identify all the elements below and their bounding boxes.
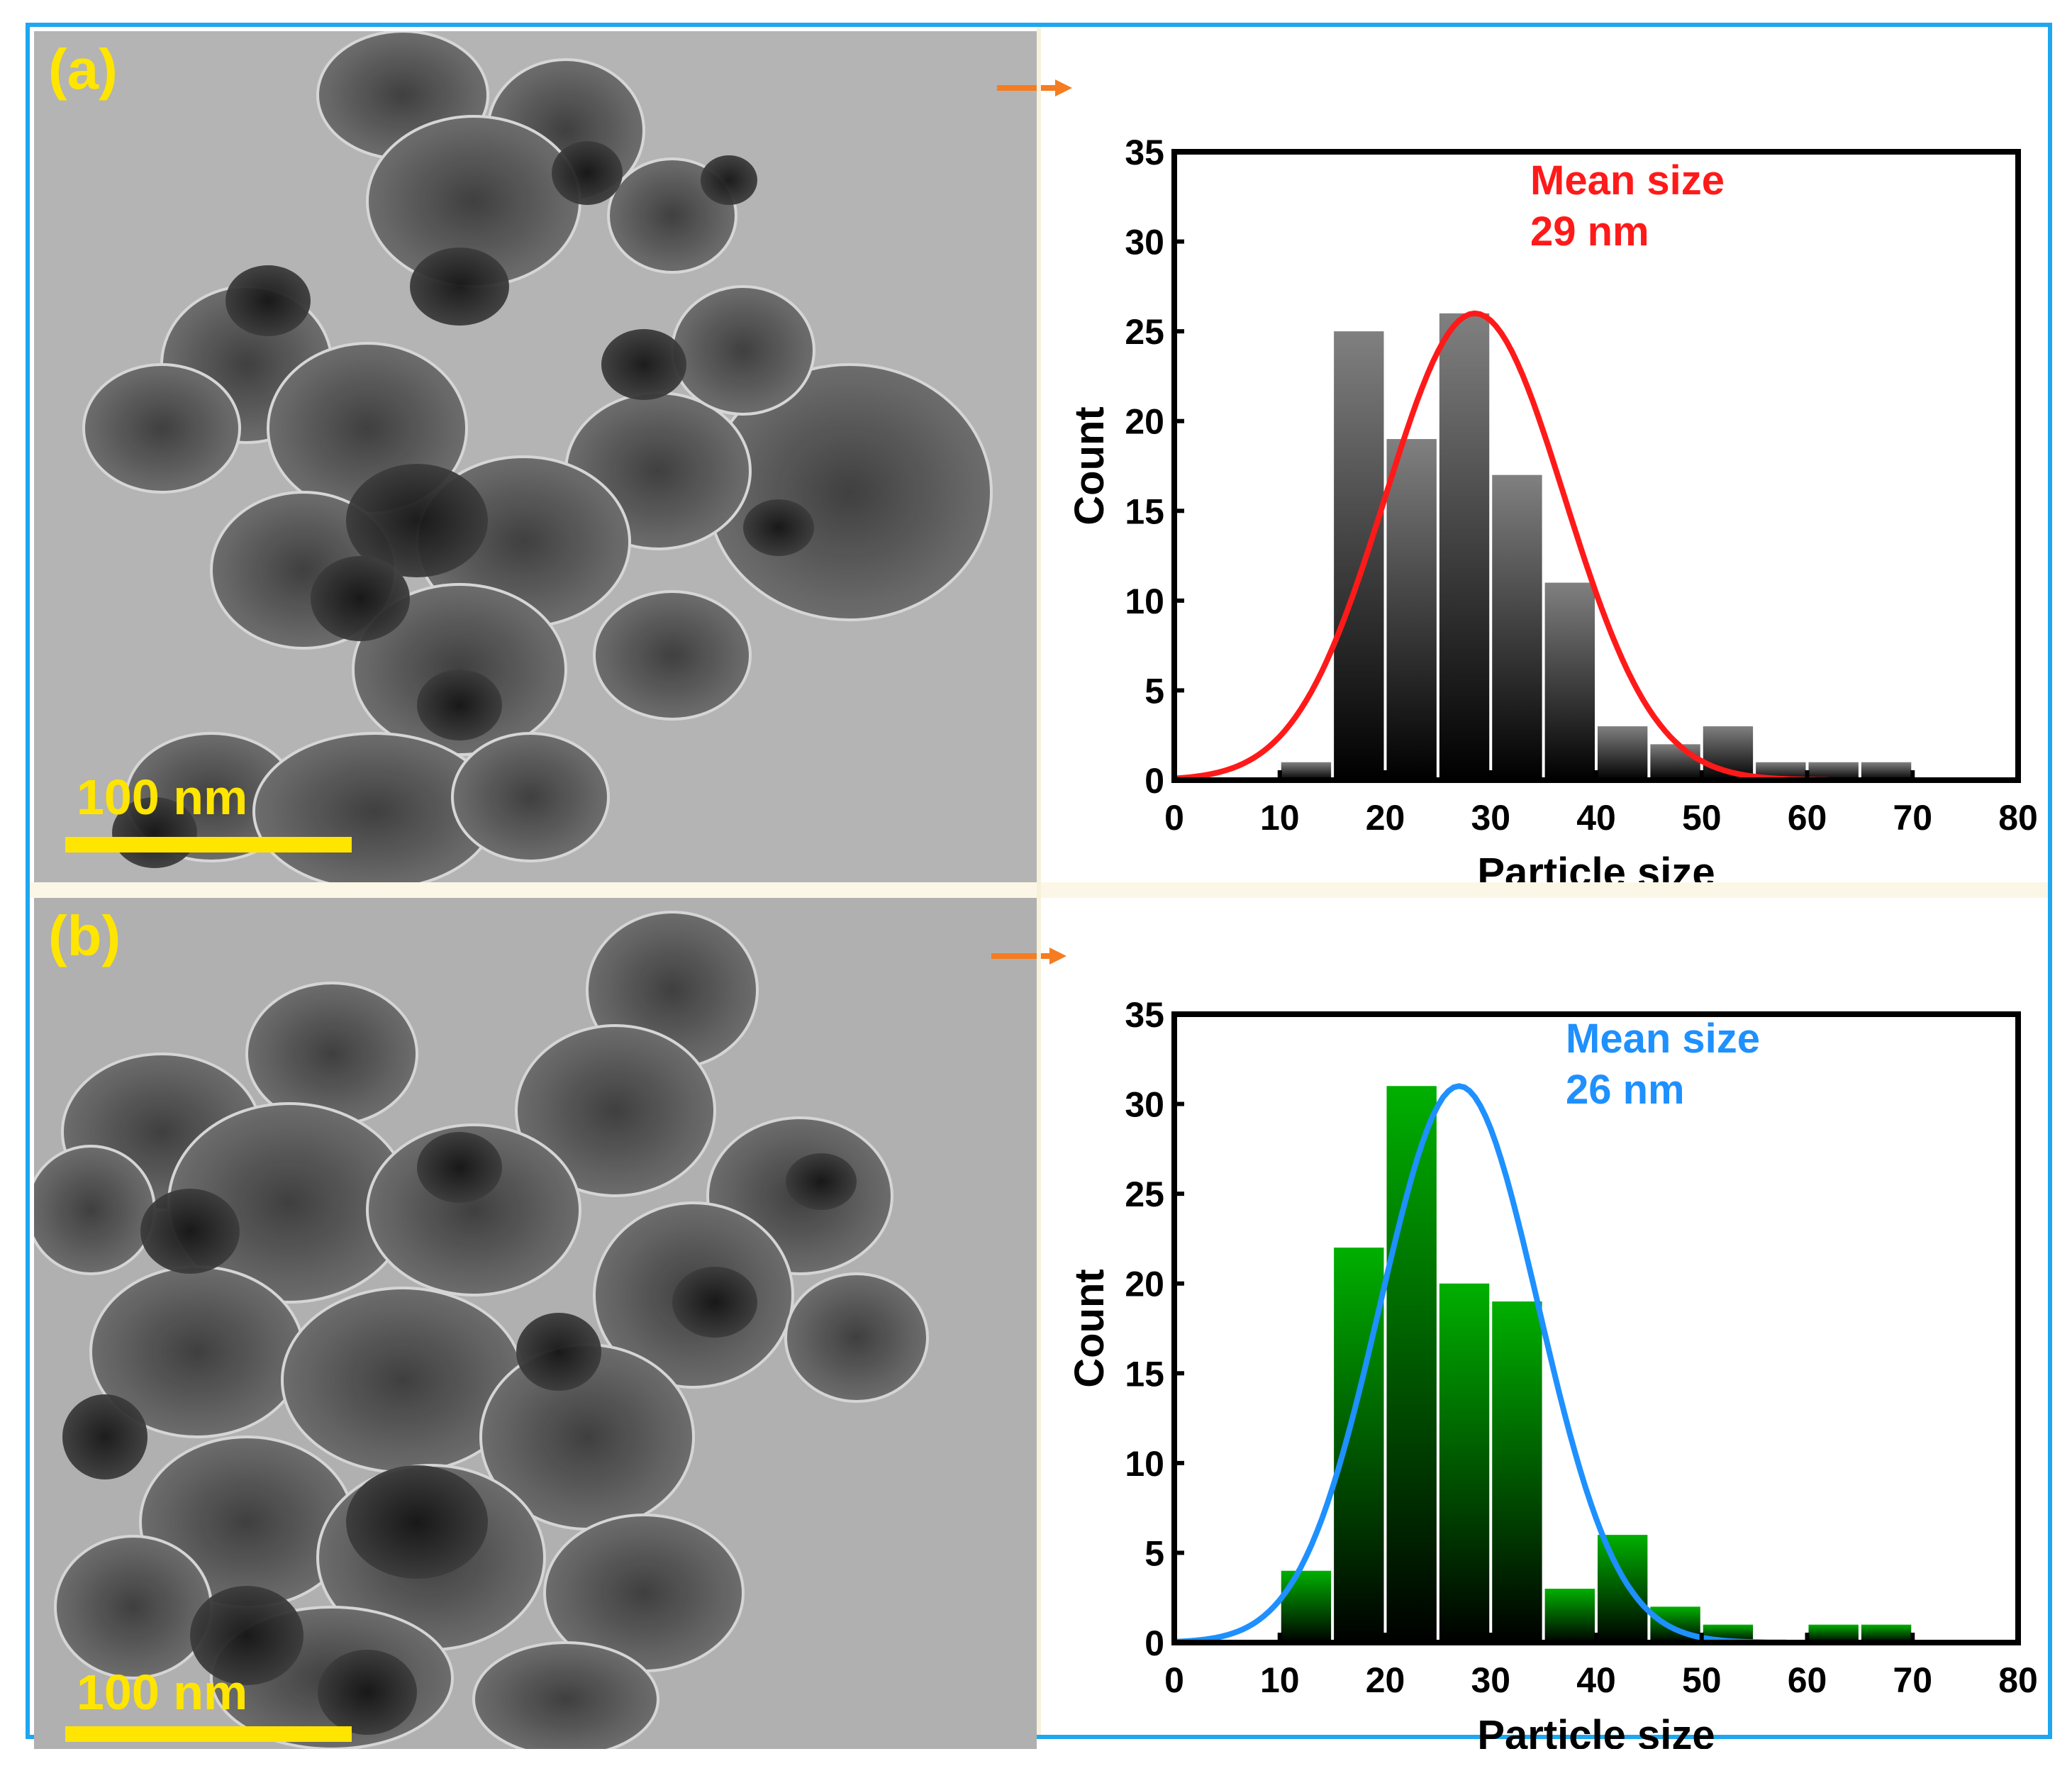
histogram-bar bbox=[1386, 439, 1437, 780]
y-tick-label: 20 bbox=[1125, 402, 1164, 442]
y-tick-label: 5 bbox=[1144, 671, 1164, 711]
histogram-bar bbox=[1544, 1589, 1595, 1643]
x-tick-label: 10 bbox=[1260, 798, 1300, 838]
histogram-bar bbox=[1598, 726, 1648, 780]
figure-frame: (a) 100 nm 0 10 20 30 40 50 60 70 80 0 5 10 15 20 25 30… bbox=[26, 23, 2052, 1749]
x-tick-label: 0 bbox=[1164, 798, 1184, 838]
x-axis-label: Particle size bbox=[1477, 850, 1715, 882]
histogram-bar bbox=[1439, 1283, 1490, 1643]
x-tick-label: 20 bbox=[1366, 798, 1405, 838]
scale-bar bbox=[65, 1726, 352, 1742]
x-tick-label: 80 bbox=[1998, 798, 2038, 838]
y-tick-label: 30 bbox=[1125, 223, 1164, 262]
y-tick-label: 20 bbox=[1125, 1265, 1164, 1304]
x-tick-label: 70 bbox=[1893, 798, 1932, 838]
arrow-icon bbox=[991, 948, 1066, 965]
x-tick-label: 50 bbox=[1682, 1660, 1722, 1700]
histogram-bar bbox=[1281, 762, 1332, 780]
y-tick-label: 25 bbox=[1125, 1174, 1164, 1214]
x-tick-label: 10 bbox=[1260, 1660, 1300, 1700]
histogram-bar bbox=[1808, 1624, 1859, 1643]
x-tick-label: 40 bbox=[1576, 1660, 1616, 1700]
y-tick-label: 15 bbox=[1125, 492, 1164, 531]
y-tick-label: 10 bbox=[1125, 582, 1164, 621]
y-tick-label: 0 bbox=[1144, 1623, 1164, 1663]
histogram-bar bbox=[1650, 744, 1700, 780]
x-tick-label: 70 bbox=[1893, 1660, 1932, 1700]
y-tick-label: 25 bbox=[1125, 312, 1164, 352]
mean-size-annotation: 29 nm bbox=[1530, 209, 1649, 255]
histogram-bar bbox=[1598, 1535, 1648, 1643]
y-tick-label: 10 bbox=[1125, 1444, 1164, 1484]
histogram-bar bbox=[1334, 331, 1384, 781]
column-divider bbox=[1037, 27, 1041, 1735]
tem-micrograph-a bbox=[34, 31, 1037, 882]
mean-size-annotation: Mean size bbox=[1566, 1016, 1760, 1062]
scale-bar-label: 100 nm bbox=[77, 1665, 248, 1720]
x-tick-label: 60 bbox=[1788, 798, 1827, 838]
histogram-bar bbox=[1334, 1248, 1384, 1643]
panel-label: (a) bbox=[48, 38, 118, 101]
panel-label: (b) bbox=[48, 904, 121, 967]
y-tick-label: 35 bbox=[1125, 133, 1164, 172]
tem-image-b: (b) 100 nm bbox=[34, 898, 1037, 1749]
x-tick-label: 80 bbox=[1998, 1660, 2038, 1700]
histogram-bar bbox=[1861, 1624, 1912, 1643]
mean-size-annotation: Mean size bbox=[1530, 157, 1725, 204]
y-tick-label: 5 bbox=[1144, 1533, 1164, 1573]
y-tick-label: 15 bbox=[1125, 1354, 1164, 1394]
y-tick-label: 35 bbox=[1125, 995, 1164, 1035]
gaussian-fit-line bbox=[1174, 1083, 1786, 1645]
x-tick-label: 50 bbox=[1682, 798, 1722, 838]
histogram-bar bbox=[1492, 1301, 1542, 1643]
x-tick-label: 30 bbox=[1471, 1660, 1510, 1700]
tem-image-a: (a) 100 nm bbox=[34, 31, 1037, 882]
histogram-bar bbox=[1281, 1570, 1332, 1643]
histogram-bar bbox=[1492, 474, 1542, 780]
arrow-icon bbox=[997, 79, 1072, 96]
y-axis-label: Count bbox=[1066, 406, 1113, 526]
y-tick-label: 30 bbox=[1125, 1085, 1164, 1125]
histogram-chart-b: 0 10 20 30 40 50 60 70 80 0 5 10 15 20 25 30 35 Particle … bbox=[1066, 995, 2038, 1749]
mean-size-annotation: 26 nm bbox=[1566, 1067, 1685, 1113]
panel-b: (b) 100 nm 0 10 20 30 40 50 60 70 80 0 5 10 15 20 25 30… bbox=[30, 898, 2048, 1749]
tem-micrograph-b bbox=[34, 898, 1037, 1749]
gaussian-fit-line bbox=[1174, 310, 1829, 783]
histogram-bar bbox=[1439, 313, 1490, 780]
scale-bar-label: 100 nm bbox=[77, 770, 248, 825]
y-tick-label: 0 bbox=[1144, 761, 1164, 801]
panel-a: (a) 100 nm 0 10 20 30 40 50 60 70 80 0 5 10 15 20 25 30… bbox=[30, 31, 2048, 882]
x-tick-label: 40 bbox=[1576, 798, 1616, 838]
x-axis-label: Particle size bbox=[1477, 1712, 1715, 1749]
x-tick-label: 0 bbox=[1164, 1660, 1184, 1700]
histogram-bar bbox=[1861, 762, 1912, 780]
histogram-chart-a: 0 10 20 30 40 50 60 70 80 0 5 10 15 20 25 30 35 Particle … bbox=[1066, 133, 2038, 882]
x-tick-label: 20 bbox=[1366, 1660, 1405, 1700]
histogram-bar bbox=[1544, 582, 1595, 780]
x-tick-label: 60 bbox=[1788, 1660, 1827, 1700]
scale-bar bbox=[65, 837, 352, 853]
x-tick-label: 30 bbox=[1471, 798, 1510, 838]
y-axis-label: Count bbox=[1066, 1269, 1113, 1388]
